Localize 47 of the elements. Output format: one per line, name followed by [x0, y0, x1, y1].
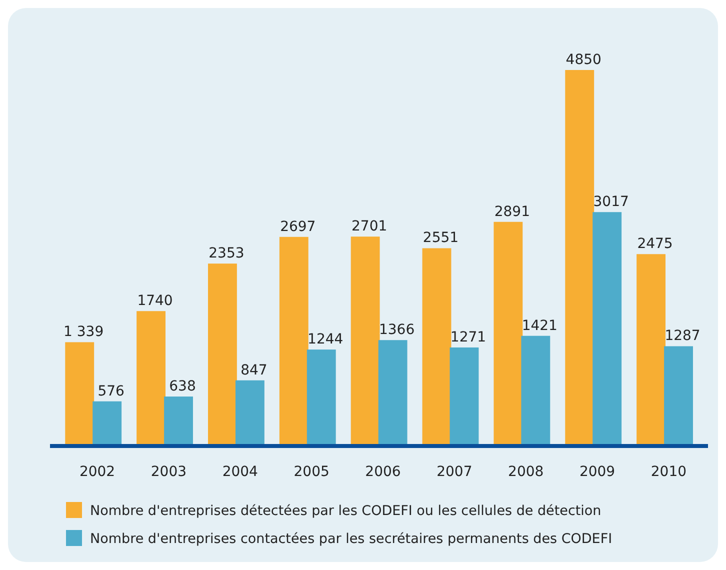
bar [279, 236, 308, 446]
data-label: 1271 [450, 329, 486, 346]
bar [208, 264, 237, 446]
x-tick-label: 2002 [79, 464, 116, 480]
bar [235, 380, 264, 446]
data-label: 2891 [494, 204, 530, 220]
data-label: 1287 [664, 328, 700, 344]
x-tick-label: 2004 [222, 464, 258, 480]
data-label: 2701 [352, 218, 388, 235]
bar [306, 350, 336, 446]
data-label: 1244 [308, 332, 344, 348]
bar [565, 70, 594, 446]
bar [136, 311, 166, 446]
data-label: 847 [240, 362, 268, 378]
bar [636, 254, 666, 446]
data-label: 2551 [422, 230, 459, 246]
data-label: 2475 [637, 236, 673, 252]
x-tick-label: 2010 [650, 464, 687, 480]
bar [450, 347, 479, 446]
data-label: 2697 [280, 218, 316, 235]
data-label: 638 [169, 378, 196, 395]
x-tick-label: 2007 [436, 464, 472, 480]
data-label: 576 [98, 383, 125, 400]
bar [92, 401, 122, 446]
bar [422, 248, 452, 446]
data-label: 4850 [566, 52, 602, 68]
data-label: 1740 [137, 293, 173, 310]
bar [164, 396, 193, 446]
bar [378, 340, 408, 446]
bar [592, 212, 622, 446]
bar [664, 346, 693, 446]
legend-label: Nombre d'entreprises contactées par les secrétaires permanents des CODEFI [90, 531, 612, 547]
data-label: 1366 [378, 322, 415, 338]
bar [65, 342, 94, 446]
bar [494, 222, 523, 446]
x-tick-label: 2008 [508, 464, 544, 480]
data-label: 2353 [208, 246, 244, 262]
x-tick-label: 2006 [365, 464, 401, 480]
x-tick-label: 2005 [294, 464, 330, 480]
data-label: 1 339 [64, 324, 104, 340]
bar [521, 336, 550, 446]
x-tick-label: 2003 [150, 464, 187, 480]
data-label: 1421 [522, 318, 558, 334]
legend-label: Nombre d'entreprises détectées par les CODEFI ou les cellules de détection [90, 503, 602, 519]
bar [350, 236, 380, 446]
data-label: 3017 [593, 194, 629, 210]
x-tick-label: 2009 [579, 464, 616, 480]
